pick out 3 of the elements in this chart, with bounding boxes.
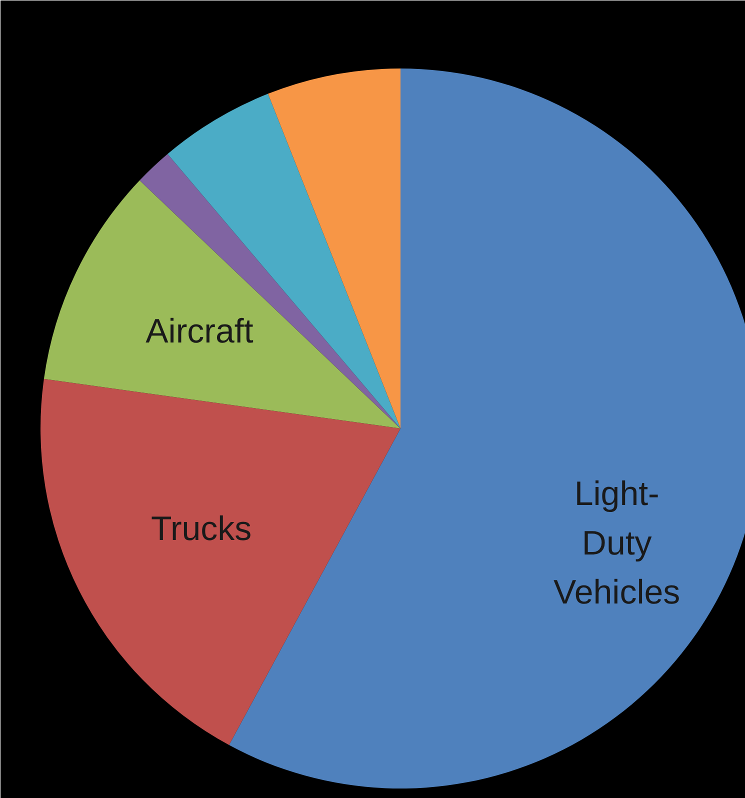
slice-label: Light- Duty Vehicles [554,474,680,612]
slice-label: Aircraft [146,312,254,351]
slice-label: Trucks [150,510,252,548]
